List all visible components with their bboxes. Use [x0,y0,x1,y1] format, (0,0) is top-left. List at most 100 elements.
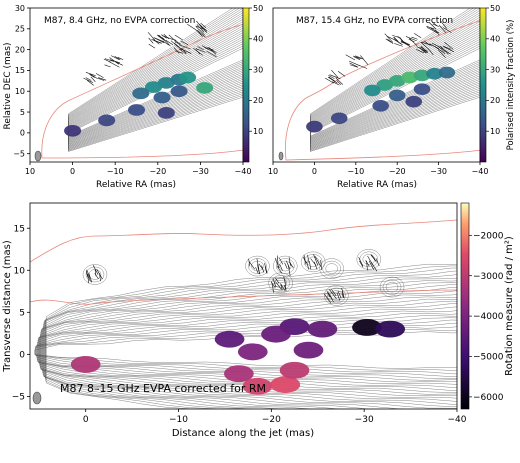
polarization-vector [153,39,160,45]
polarization-vector [196,24,205,33]
intensity-contour [36,317,457,381]
colorbar-tick-label: 40 [253,35,263,44]
data-patch [132,87,150,100]
polarization-vector [337,291,342,299]
lowest-intensity-contour [285,20,480,161]
polarization-vector [337,70,346,77]
polarization-vector [162,37,171,47]
colorbar-tick-label: −4000 [473,312,504,322]
polarization-vector [256,258,260,270]
polarization-vector [87,273,89,284]
intensity-contour [68,27,243,144]
polarization-vector [442,45,452,50]
polarization-vector [353,56,361,60]
intensity-contour [310,19,480,147]
intensity-contour [310,12,480,149]
colorbar [460,202,470,410]
x-axis-ticks: 10 0 −10 −20 −30 −40 [268,162,488,176]
intensity-contour [82,264,108,285]
polarization-vector [421,49,428,54]
polarization-vector [307,254,310,263]
x-tick-label: −10 [107,167,124,176]
polarization-vector [342,291,344,298]
intensity-contour [45,265,457,409]
colorbar-tick-label: 30 [490,65,500,74]
polarization-vector [147,32,157,42]
polarization-vector [421,41,433,46]
polarization-vector [331,289,337,297]
polarization-vector [280,283,286,292]
polarization-vector [179,44,191,50]
data-patch [261,325,291,343]
y-tick-label: 20 [15,45,25,54]
x-axis-label: Relative RA (mas) [337,180,417,190]
polarization-vector [432,22,438,27]
polarization-vector [162,40,170,46]
intensity-contour [38,306,457,391]
polarization-vector [187,23,198,32]
polarization-vector [85,77,92,81]
data-patch [237,343,268,361]
x-tick-label: −30 [355,415,374,425]
data-patch [153,91,171,104]
y-tick-label: −5 [12,393,25,403]
polarization-vector [283,284,287,292]
y-axis-ticks: −5 0 5 10 15 [12,224,30,403]
intensity-contour [40,296,457,399]
polarization-vector [181,48,187,54]
panel-8-4ghz: M87, 8.4 GHz, no EVPA correction 10 0 −10 −… [3,4,263,190]
data-patch [330,112,348,125]
polarization-vector [414,33,422,39]
panel-rotation-measure: M87 8–15 GHz EVPA corrected for RM 0 −10 −… [2,202,515,439]
total-intensity-contours [34,249,457,409]
data-patch [214,330,245,348]
colorbar-tick-label: 10 [253,127,263,136]
polarization-vector [200,22,207,28]
lowest-intensity-contour [41,23,243,159]
polarised-fraction-map [306,66,456,133]
polarization-vector [117,57,124,60]
panel-8-4ghz-title: M87, 8.4 GHz, no EVPA correction [44,16,195,26]
intensity-contour [40,294,457,402]
polarization-vector [196,30,203,37]
data-patch [413,69,431,82]
polarization-vector [345,54,356,61]
polarization-vector [283,276,286,285]
polarization-vector [352,55,360,59]
data-patch [70,356,101,373]
polarization-vector [271,283,274,293]
polarization-vector [375,258,380,267]
polarization-vector [326,290,330,298]
intensity-contour [42,282,457,409]
polarization-vector [428,48,434,56]
polarization-vector [314,256,321,267]
intensity-contour [310,8,480,150]
polarization-vector [148,37,154,44]
polarization-vector [199,23,208,32]
polarization-vector [320,260,323,270]
polarization-vector [313,261,318,270]
polarization-vectors [83,20,217,86]
panel-8-4ghz-plot-area [34,8,243,162]
intensity-contour [310,8,480,152]
polarization-vector [371,254,377,262]
intensity-contour [245,255,270,277]
polarization-vector [444,41,454,50]
intensity-contour [45,267,457,409]
intensity-contour [300,251,326,273]
intensity-contour [68,43,243,138]
polarization-vector [248,258,251,267]
intensity-contour [43,277,457,409]
intensity-contour [310,21,480,146]
polarization-vector [420,41,430,50]
panel-15-4ghz-title: M87, 15.4 GHz, no EVPA correction [296,16,453,26]
data-patch [438,66,456,79]
polarization-vector [94,273,99,280]
intensity-contour [68,16,243,147]
polarization-vector [328,294,334,303]
polarization-vector [275,277,280,284]
polarization-vector [163,34,170,40]
polarization-vector [393,39,403,46]
polarization-vector [411,36,418,40]
